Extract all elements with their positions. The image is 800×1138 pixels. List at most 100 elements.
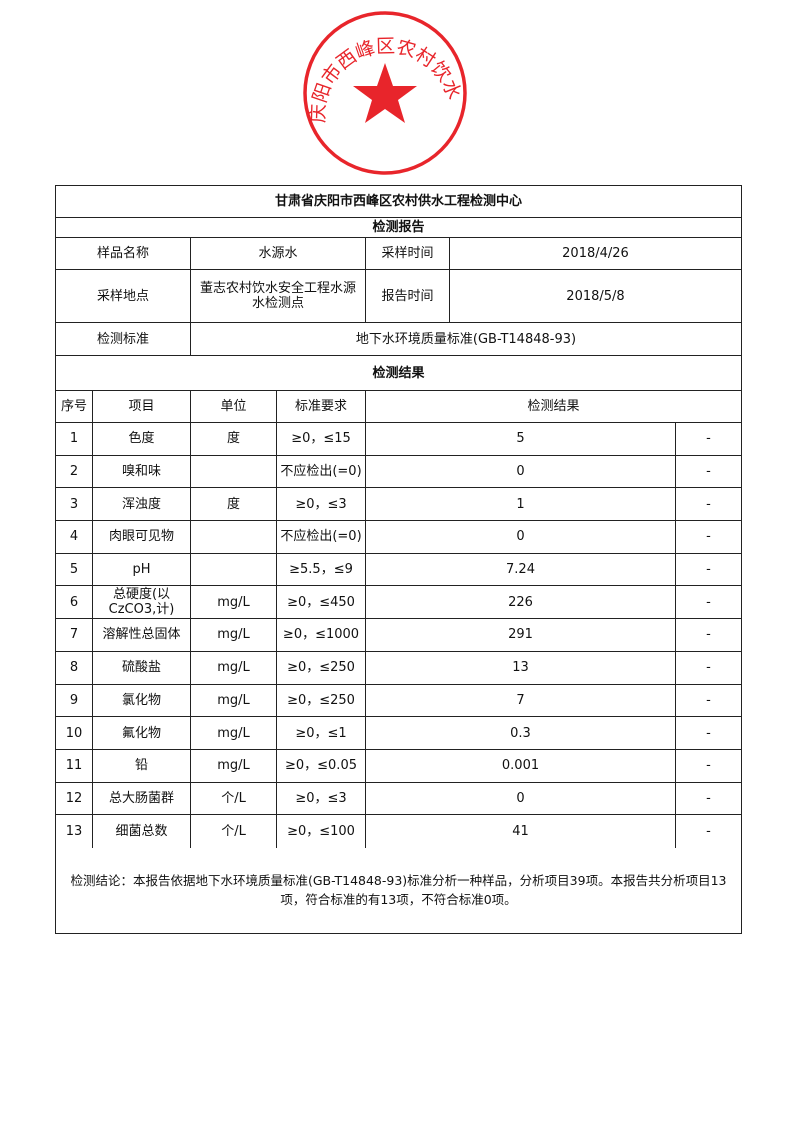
result-value: 41 bbox=[366, 815, 676, 848]
item-name: 细菌总数 bbox=[93, 815, 191, 848]
remark: - bbox=[706, 464, 711, 480]
requirement: ≥0，≤1 bbox=[277, 717, 366, 749]
requirement: ≥0，≤15 bbox=[277, 423, 366, 455]
requirement: ≥5.5，≤9 bbox=[277, 553, 366, 586]
item-name: 色度 bbox=[93, 423, 191, 455]
row-number: 1 bbox=[56, 423, 93, 455]
unit: mg/L bbox=[191, 651, 277, 684]
row-number: 13 bbox=[56, 815, 93, 848]
remark: - bbox=[706, 790, 711, 806]
row-number: 3 bbox=[56, 488, 93, 521]
remark: - bbox=[706, 692, 711, 708]
requirement: ≥0，≤250 bbox=[277, 684, 366, 717]
svg-text:庆阳市西峰区农村饮水安全: 庆阳市西峰区农村饮水安全 bbox=[300, 8, 465, 123]
conclusion: 检测结论：本报告依据地下水环境质量标准(GB-T14848-93)标准分析一种样… bbox=[70, 873, 727, 908]
report-subtitle: 检测报告 bbox=[372, 220, 425, 235]
remark: - bbox=[706, 594, 711, 610]
official-seal-stamp: 庆阳市西峰区农村饮水安全 bbox=[300, 8, 467, 175]
item-name: 硫酸盐 bbox=[93, 651, 191, 684]
row-number: 5 bbox=[56, 553, 93, 586]
table-row: 9 氯化物 mg/L ≥0，≤250 7 - bbox=[56, 684, 741, 718]
remark: - bbox=[706, 562, 711, 578]
subtitle-row: 检测报告 bbox=[56, 218, 741, 238]
result-value: 7.24 bbox=[366, 553, 676, 586]
info-row: 采样地点 董志农村饮水安全工程水源水检测点 报告时间 2018/5/8 bbox=[56, 270, 741, 323]
row-number: 6 bbox=[56, 586, 93, 619]
row-number: 12 bbox=[56, 782, 93, 815]
sample-name-label: 样品名称 bbox=[56, 238, 191, 269]
row-number: 9 bbox=[56, 684, 93, 717]
location-label: 采样地点 bbox=[56, 270, 191, 322]
sample-name: 水源水 bbox=[191, 238, 366, 269]
report-table: 甘肃省庆阳市西峰区农村供水工程检测中心 检测报告 样品名称 水源水 采样时间 2… bbox=[55, 185, 742, 934]
requirement: ≥0，≤3 bbox=[277, 782, 366, 815]
row-number: 7 bbox=[56, 619, 93, 651]
remark: - bbox=[706, 824, 711, 840]
header-row: 序号 项目 单位 标准要求 检测结果 bbox=[56, 391, 741, 423]
result-value: 7 bbox=[366, 684, 676, 717]
unit bbox=[191, 455, 277, 488]
remark: - bbox=[706, 529, 711, 545]
unit: 个/L bbox=[191, 782, 277, 815]
result-value: 5 bbox=[366, 423, 676, 455]
requirement: 不应检出(=0) bbox=[277, 521, 366, 553]
remark: - bbox=[706, 725, 711, 741]
unit bbox=[191, 553, 277, 586]
standard-label: 检测标准 bbox=[56, 323, 191, 355]
unit: mg/L bbox=[191, 619, 277, 651]
unit: mg/L bbox=[191, 749, 277, 782]
col-header: 检测结果 bbox=[527, 399, 580, 414]
requirement: ≥0，≤100 bbox=[277, 815, 366, 848]
conclusion-row: 检测结论：本报告依据地下水环境质量标准(GB-T14848-93)标准分析一种样… bbox=[56, 848, 741, 933]
table-row: 8 硫酸盐 mg/L ≥0，≤250 13 - bbox=[56, 651, 741, 685]
unit bbox=[191, 521, 277, 553]
row-number: 8 bbox=[56, 651, 93, 684]
col-header: 单位 bbox=[191, 391, 277, 422]
row-number: 2 bbox=[56, 455, 93, 488]
item-name: 嗅和味 bbox=[93, 455, 191, 488]
requirement: ≥0，≤1000 bbox=[277, 619, 366, 651]
requirement: ≥0，≤3 bbox=[277, 488, 366, 521]
table-row: 6 总硬度(以CzCO3,计) mg/L ≥0，≤450 226 - bbox=[56, 586, 741, 620]
report-time: 2018/5/8 bbox=[566, 288, 625, 304]
result-value: 0 bbox=[366, 521, 676, 553]
report-time-label: 报告时间 bbox=[366, 270, 450, 322]
row-number: 4 bbox=[56, 521, 93, 553]
result-value: 0 bbox=[366, 782, 676, 815]
item-name: 肉眼可见物 bbox=[93, 521, 191, 553]
requirement: ≥0，≤0.05 bbox=[277, 749, 366, 782]
table-row: 10 氟化物 mg/L ≥0，≤1 0.3 - bbox=[56, 717, 741, 750]
result-value: 0.001 bbox=[366, 749, 676, 782]
unit: 度 bbox=[191, 488, 277, 521]
col-header: 项目 bbox=[93, 391, 191, 422]
table-row: 7 溶解性总固体 mg/L ≥0，≤1000 291 - bbox=[56, 619, 741, 652]
sample-time: 2018/4/26 bbox=[562, 246, 629, 261]
table-row: 4 肉眼可见物 不应检出(=0) 0 - bbox=[56, 521, 741, 554]
item-name: 铅 bbox=[93, 749, 191, 782]
requirement: 不应检出(=0) bbox=[277, 455, 366, 488]
item-name: pH bbox=[93, 553, 191, 586]
result-value: 1 bbox=[366, 488, 676, 521]
table-row: 5 pH ≥5.5，≤9 7.24 - bbox=[56, 553, 741, 587]
results-title: 检测结果 bbox=[372, 365, 425, 381]
table-row: 12 总大肠菌群 个/L ≥0，≤3 0 - bbox=[56, 782, 741, 816]
row-number: 11 bbox=[56, 749, 93, 782]
result-value: 0 bbox=[366, 455, 676, 488]
col-header: 序号 bbox=[56, 391, 93, 422]
result-value: 13 bbox=[366, 651, 676, 684]
result-value: 0.3 bbox=[366, 717, 676, 749]
unit: 度 bbox=[191, 423, 277, 455]
result-value: 291 bbox=[366, 619, 676, 651]
item-name: 浑浊度 bbox=[93, 488, 191, 521]
report-title: 甘肃省庆阳市西峰区农村供水工程检测中心 bbox=[274, 194, 522, 209]
table-row: 11 铅 mg/L ≥0，≤0.05 0.001 - bbox=[56, 749, 741, 783]
table-row: 13 细菌总数 个/L ≥0，≤100 41 - bbox=[56, 815, 741, 848]
item-name: 溶解性总固体 bbox=[93, 619, 191, 651]
remark: - bbox=[706, 496, 711, 512]
table-row: 2 嗅和味 不应检出(=0) 0 - bbox=[56, 455, 741, 489]
location: 董志农村饮水安全工程水源水检测点 bbox=[191, 270, 366, 322]
sample-time-label: 采样时间 bbox=[366, 238, 450, 269]
item-name: 氯化物 bbox=[93, 684, 191, 717]
requirement: ≥0，≤450 bbox=[277, 586, 366, 619]
